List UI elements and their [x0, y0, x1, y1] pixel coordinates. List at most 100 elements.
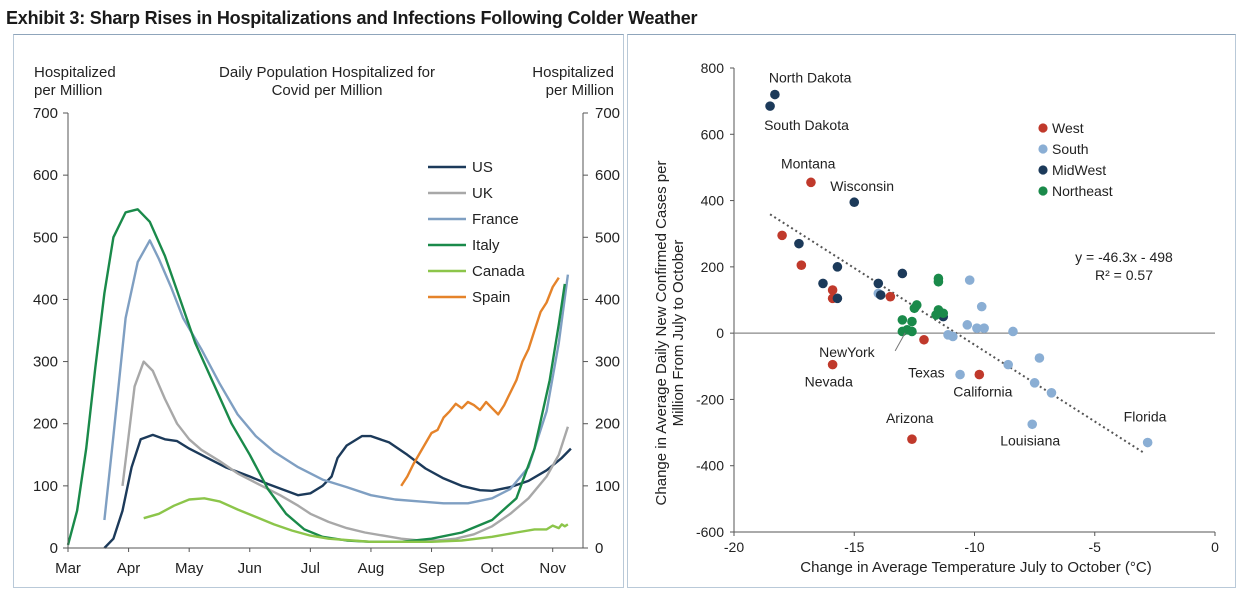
right-y-tick-label: 300: [595, 354, 620, 371]
point-west: [806, 177, 816, 188]
state-label: North Dakota: [769, 70, 852, 86]
right-y-tick-label: 500: [595, 229, 620, 246]
point-midwest: [770, 89, 780, 100]
scatter-legend-label-midwest: MidWest: [1052, 162, 1106, 178]
scatter-x-tick-label: -15: [844, 539, 864, 555]
x-tick-label: May: [175, 560, 204, 577]
scatter-legend-swatch-west: [1038, 123, 1048, 133]
point-midwest: [832, 262, 843, 272]
x-tick-label: Jun: [238, 560, 262, 577]
scatter-y-tick-label: -200: [696, 391, 724, 407]
scatter-legend-swatch-midwest: [1038, 165, 1048, 175]
point-west: [777, 230, 787, 241]
x-tick-label: Oct: [480, 560, 504, 577]
state-label: Nevada: [805, 374, 853, 390]
series-line-italy: [66, 208, 566, 546]
left-y-tick-label: 400: [33, 291, 58, 308]
point-south: [964, 275, 975, 285]
left-y-tick-label: 700: [33, 105, 58, 122]
state-label: Texas: [908, 365, 945, 381]
point-south: [976, 301, 987, 312]
point-midwest: [832, 293, 843, 304]
right-y-tick-label: 200: [595, 416, 620, 433]
cases-temperature-scatter: North Dakota South Dakota Montana Wisconsin…: [653, 60, 1219, 576]
left-y-tick-label: 600: [33, 167, 58, 184]
right-y-tick-label: 100: [595, 478, 620, 495]
point-west: [827, 285, 838, 295]
chart-title-line1: Daily Population Hospitalized for: [219, 64, 435, 81]
right-y-tick-label: 600: [595, 167, 620, 184]
x-tick-label: Jul: [301, 560, 320, 577]
point-south: [1003, 359, 1013, 370]
scatter-y-tick-label: 600: [701, 126, 725, 142]
scatter-legend-label-west: West: [1052, 120, 1084, 136]
right-axis-title-line1: Hospitalized: [532, 64, 614, 81]
state-label: Florida: [1124, 409, 1167, 425]
state-label: Wisconsin: [830, 178, 894, 194]
point-midwest: [849, 197, 860, 208]
state-label: Arizona: [886, 410, 934, 426]
point-northeast: [933, 276, 944, 287]
scatter-y-tick-label: -600: [696, 524, 724, 540]
r-squared-label: R² = 0.57: [1095, 267, 1153, 283]
left-axis-title-line2: per Million: [34, 82, 102, 99]
legend-label-spain: Spain: [472, 289, 510, 306]
x-tick-label: Nov: [539, 560, 566, 577]
point-midwest: [873, 278, 884, 289]
point-south: [1027, 419, 1038, 430]
point-midwest: [794, 238, 804, 249]
scatter-legend-swatch-northeast: [1038, 186, 1048, 196]
left-y-tick-label: 200: [33, 416, 58, 433]
point-midwest: [818, 278, 828, 289]
right-y-tick-label: 700: [595, 105, 620, 122]
point-northeast: [938, 308, 949, 319]
point-west: [796, 260, 807, 270]
newyork-leader-line: [894, 332, 906, 352]
point-west: [974, 369, 985, 380]
state-label: South Dakota: [764, 117, 849, 133]
x-tick-label: Apr: [117, 560, 140, 577]
point-south: [955, 369, 965, 380]
point-south: [1029, 378, 1040, 388]
point-south: [979, 323, 989, 333]
exhibit-title: Exhibit 3: Sharp Rises in Hospitalizatio…: [6, 8, 698, 28]
equation-label: y = -46.3x - 498: [1075, 249, 1173, 265]
series-line-uk: [121, 360, 570, 542]
x-tick-label: Aug: [358, 560, 385, 577]
series-line-france: [103, 239, 570, 521]
right-y-tick-label: 400: [595, 291, 620, 308]
right-axis-title-line2: per Million: [546, 82, 614, 99]
scatter-y-tick-label: 0: [716, 325, 724, 341]
y-axis-title-line1: Change in Average Daily New Confirmed Ca…: [653, 161, 670, 506]
left-axis-title-line1: Hospitalized: [34, 64, 116, 81]
hospitalization-line-chart: Hospitalized per Million Daily Populatio…: [33, 64, 620, 577]
scatter-y-tick-label: 200: [701, 259, 725, 275]
point-northeast: [931, 310, 941, 320]
point-northeast: [907, 316, 917, 327]
point-northeast: [907, 326, 917, 337]
point-south: [1046, 388, 1057, 398]
scatter-legend-label-northeast: Northeast: [1052, 183, 1113, 199]
point-west: [827, 359, 838, 370]
point-midwest: [897, 268, 908, 279]
point-south: [1034, 353, 1045, 363]
point-northeast: [897, 326, 908, 337]
chart-title-line2: Covid per Million: [272, 82, 383, 99]
point-midwest: [875, 290, 886, 300]
left-y-tick-label: 500: [33, 229, 58, 246]
state-label: Montana: [781, 155, 836, 171]
left-y-tick-label: 100: [33, 478, 58, 495]
scatter-x-tick-label: -5: [1089, 539, 1102, 555]
legend-label-france: France: [472, 211, 519, 228]
x-tick-label: Mar: [55, 560, 81, 577]
legend-label-uk: UK: [472, 185, 493, 202]
point-south: [972, 323, 982, 333]
scatter-x-tick-label: -20: [724, 539, 744, 555]
point-south: [948, 331, 958, 342]
scatter-x-tick-label: -10: [964, 539, 984, 555]
series-line-us: [103, 433, 572, 549]
cases-vs-temperature-panel: North Dakota South Dakota Montana Wisconsin…: [627, 34, 1236, 588]
hospitalization-chart-panel: Hospitalized per Million Daily Populatio…: [13, 34, 624, 588]
y-axis-title-line2: Million From July to October: [670, 240, 687, 427]
x-axis-title: Change in Average Temperature July to Oc…: [800, 559, 1151, 576]
